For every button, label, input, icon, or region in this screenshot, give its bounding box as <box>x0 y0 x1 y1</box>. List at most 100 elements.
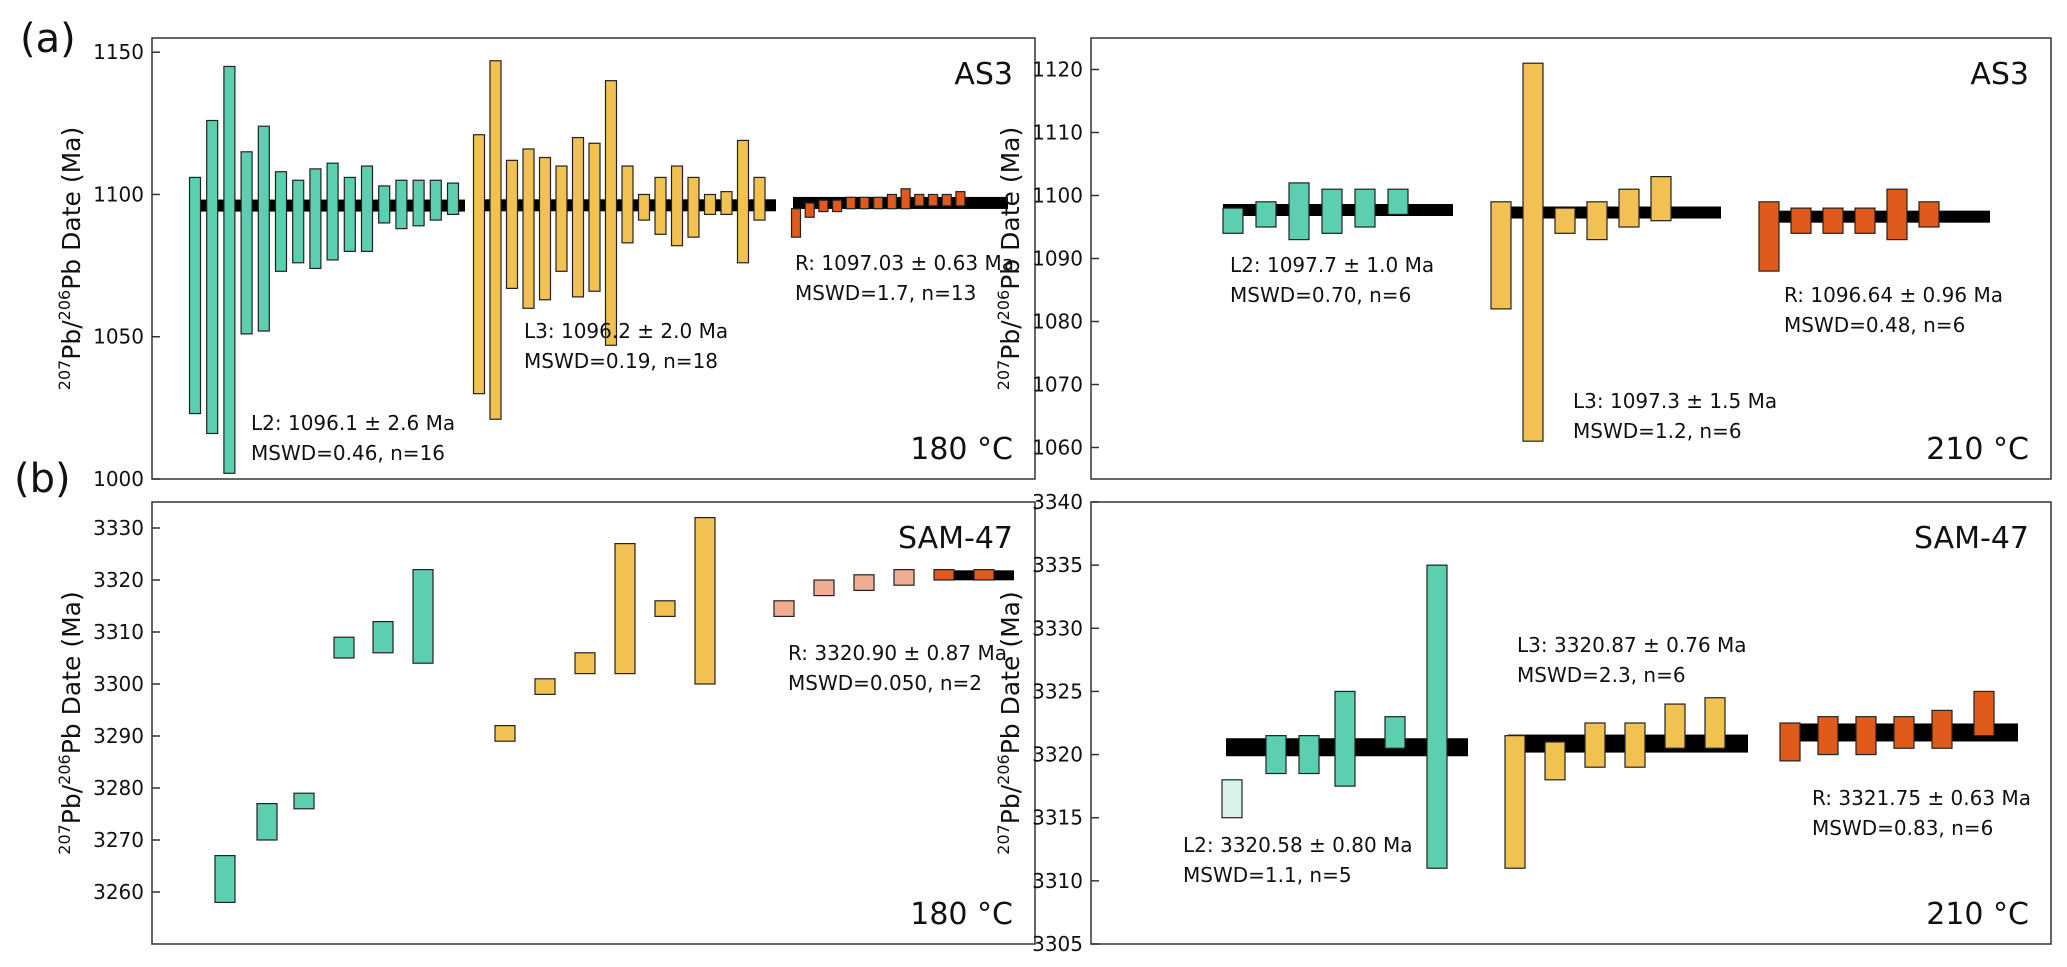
y-tick-label: 3320 <box>93 568 144 592</box>
date-error-bar <box>1893 716 1915 749</box>
y-tick-label: 1060 <box>1032 436 1083 460</box>
date-error-bar <box>1426 564 1448 869</box>
y-tick-label: 3260 <box>93 880 144 904</box>
date-error-bar <box>973 568 995 581</box>
date-error-bar <box>412 179 425 227</box>
date-error-bar <box>206 119 219 435</box>
series-l3: L3: 3320.87 ± 0.76 Ma MSWD=2.3, n=6 <box>1504 633 1748 869</box>
date-error-bar <box>574 652 596 675</box>
date-error-bar <box>372 620 394 654</box>
date-error-bar <box>1384 716 1406 749</box>
date-error-bar <box>505 159 519 289</box>
date-error-bar <box>654 600 676 617</box>
series-l2: L2: 3320.58 ± 0.80 Ma MSWD=1.1, n=5 <box>1183 564 1468 887</box>
temperature-label: 210 °C <box>1926 897 2029 932</box>
plot-frame <box>151 501 1036 945</box>
date-error-bar <box>1650 176 1672 222</box>
mswd-label: MSWD=0.19, n=18 <box>524 349 718 373</box>
date-error-bar <box>859 196 870 210</box>
date-error-bar <box>1255 201 1277 228</box>
date-error-bar <box>1265 735 1287 775</box>
series-r: R: 3320.90 ± 0.87 Ma MSWD=0.050, n=2 <box>788 568 1014 695</box>
mean-date-label: R: 3321.75 ± 0.63 Ma <box>1812 786 2031 810</box>
sample-title: AS3 <box>954 57 1013 92</box>
date-error-bar <box>588 142 601 292</box>
y-axis-label-part: Pb Date (Ma) <box>57 127 86 290</box>
y-axis-label-part: Pb Date (Ma) <box>57 591 86 754</box>
y-axis-label-superscript: 206 <box>55 290 74 321</box>
date-error-bar <box>1822 207 1844 234</box>
y-axis-label-part: Pb Date (Ma) <box>996 127 1025 290</box>
date-error-bar <box>886 193 898 210</box>
date-error-bar <box>637 193 651 221</box>
date-error-bar <box>256 802 278 841</box>
series-l3 <box>494 516 716 742</box>
series-r-excluded <box>773 568 915 617</box>
date-error-bar <box>1490 201 1512 310</box>
date-error-bar <box>1544 741 1566 781</box>
date-error-bar <box>446 182 460 215</box>
date-error-bar <box>941 193 952 207</box>
mean-date-label: R: 3320.90 ± 0.87 Ma <box>788 641 1007 665</box>
y-axis-label-part: Pb/ <box>57 784 86 824</box>
y-axis-label-superscript: 206 <box>994 290 1013 321</box>
y-tick-label: 3280 <box>93 776 144 800</box>
mean-date-label: L3: 3320.87 ± 0.76 Ma <box>1517 633 1747 657</box>
date-error-bar <box>1855 716 1877 756</box>
y-tick-label: 1080 <box>1032 310 1083 334</box>
date-error-bar <box>604 80 618 346</box>
mean-date-label: L2: 1096.1 ± 2.6 Ma <box>251 411 455 435</box>
date-error-bar <box>1321 188 1343 234</box>
date-error-bar <box>670 165 684 247</box>
mswd-label: MSWD=0.050, n=2 <box>788 671 982 695</box>
date-error-bar <box>1817 716 1839 756</box>
mean-date-label: L3: 1097.3 ± 1.5 Ma <box>1573 389 1777 413</box>
date-error-bar <box>773 600 795 617</box>
mswd-label: MSWD=1.7, n=13 <box>795 281 976 305</box>
series-l2: L2: 1096.1 ± 2.6 Ma MSWD=0.46, n=16 <box>188 65 465 474</box>
y-tick-label: 1050 <box>93 325 144 349</box>
y-tick-label: 3310 <box>93 620 144 644</box>
y-tick-label: 3315 <box>1032 806 1083 830</box>
date-error-bar <box>214 854 236 903</box>
y-axis-label-superscript: 206 <box>55 754 74 785</box>
y-axis-label-part: Pb Date (Ma) <box>996 591 1025 754</box>
date-error-bar <box>1758 201 1780 272</box>
date-error-bar <box>790 208 802 238</box>
series-l3: L3: 1097.3 ± 1.5 Ma MSWD=1.2, n=6 <box>1490 62 1777 443</box>
date-error-bar <box>1918 201 1940 228</box>
date-error-bar <box>293 792 315 810</box>
temperature-label: 180 °C <box>910 432 1013 467</box>
date-error-bar <box>1387 188 1409 215</box>
panel-label-b: (b) <box>14 456 71 502</box>
y-tick-label: 1110 <box>1032 121 1083 145</box>
y-tick-label: 3320 <box>1032 743 1083 767</box>
mean-date-label: L2: 3320.58 ± 0.80 Ma <box>1183 833 1413 857</box>
mean-date-label: R: 1097.03 ± 0.63 Ma <box>795 251 1014 275</box>
date-error-bar <box>571 136 585 298</box>
date-error-bar <box>1664 703 1686 749</box>
date-error-bar <box>309 168 322 270</box>
y-axis-label: 207Pb/206Pb Date (Ma) <box>994 591 1025 854</box>
date-error-bar <box>1522 62 1544 442</box>
y-tick-label: 3325 <box>1032 679 1083 703</box>
date-error-bar <box>1334 690 1356 787</box>
date-error-bar <box>813 579 835 597</box>
series-r: R: 1097.03 ± 0.63 Ma MSWD=1.7, n=13 <box>790 188 1014 305</box>
date-error-bar <box>703 193 717 215</box>
series-l2: L2: 1097.7 ± 1.0 Ma MSWD=0.70, n=6 <box>1222 182 1453 307</box>
date-error-bar <box>621 165 634 244</box>
chart-b210: 3305 3310 3315 3320 3325 3330 3335 3340 207Pb/20… <box>994 490 2052 956</box>
date-error-bar <box>1931 709 1953 749</box>
y-axis-label: 207Pb/206Pb Date (Ma) <box>55 127 86 390</box>
date-error-bar <box>395 179 408 230</box>
y-tick-label: 1100 <box>93 182 144 206</box>
mean-date-label: L2: 1097.7 ± 1.0 Ma <box>1230 253 1434 277</box>
date-error-bar <box>489 60 502 420</box>
date-error-bar <box>933 568 955 581</box>
date-error-bar <box>1554 207 1576 234</box>
chart-b180: 32603270328032903300331033203330207Pb/20… <box>55 501 1036 945</box>
y-axis-label-part: Pb/ <box>996 320 1025 360</box>
date-error-bar <box>694 516 716 685</box>
